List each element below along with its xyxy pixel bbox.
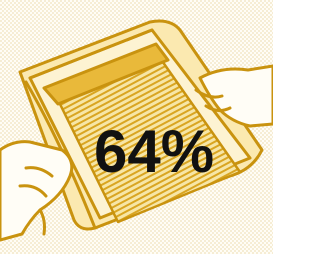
illustration: 64% — [0, 0, 273, 254]
stat-value: 64% — [94, 118, 214, 185]
page: {"stat": {"label": "64%"}} 64% (() => — [0, 0, 273, 254]
